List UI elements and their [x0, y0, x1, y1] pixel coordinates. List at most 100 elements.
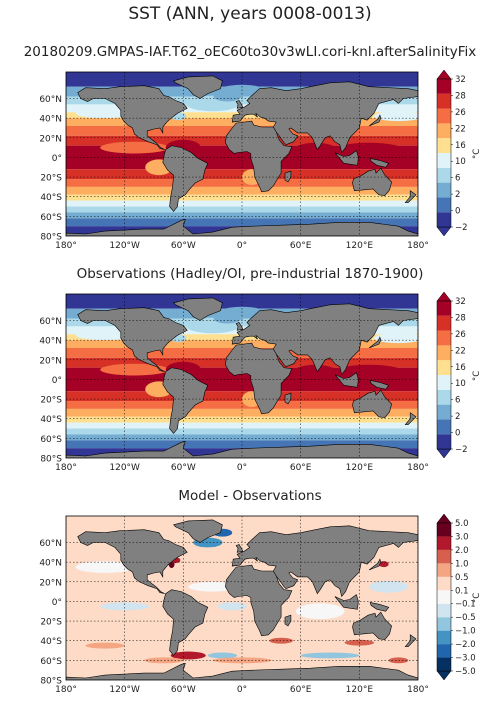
sst-band [66, 179, 418, 187]
sst-band [66, 440, 418, 449]
lon-tick-label: 180° [55, 463, 77, 473]
colorbar-tick-label: 2.0 [455, 546, 469, 556]
colorbar-segment [437, 123, 451, 139]
diff-anomaly-region [388, 657, 409, 664]
sst-band [66, 416, 418, 423]
lon-tick-label: 0° [237, 685, 247, 695]
colorbar-tick-label: 16 [455, 363, 466, 373]
lon-tick-label: 120°W [109, 463, 140, 473]
colorbar-segment [437, 419, 451, 435]
continent-north-america [77, 529, 188, 594]
lon-tick-label: 0° [237, 241, 247, 251]
lat-tick-label: 40°S [40, 415, 62, 425]
colorbar-unit-label: °C [472, 593, 482, 603]
continent-antarctica [66, 662, 418, 680]
colorbar-segment [437, 212, 451, 227]
colorbar-unit-label: °C [472, 371, 482, 381]
continent-australia [352, 611, 392, 641]
diff-anomaly-region [295, 603, 345, 620]
sst-anomaly-region [222, 306, 262, 315]
continent-greenland [173, 75, 223, 99]
lon-tick-label: 180° [407, 241, 429, 251]
lon-tick-label: 60°E [290, 685, 312, 695]
sst-band [66, 408, 418, 417]
continent-antarctica [66, 218, 418, 236]
colorbar-tick-label: 0.1 [455, 586, 469, 596]
colorbar-segment [437, 182, 451, 198]
lat-tick-label: 20°S [40, 396, 62, 406]
colorbar-segment [437, 630, 451, 645]
continent-north-america [77, 85, 188, 150]
colorbar-segment [437, 404, 451, 420]
colorbar-segment [437, 617, 451, 631]
continent-madagascar [284, 392, 292, 405]
colorbar-segment [437, 389, 451, 405]
colorbar-segment [437, 576, 451, 591]
lat-tick-label: 60°S [40, 657, 62, 667]
continent-eurasia [231, 525, 418, 598]
sst-band [66, 422, 418, 429]
continent-madagascar [284, 170, 292, 183]
colorbar-segment [437, 375, 451, 390]
sst-anomaly-region [100, 141, 169, 154]
lat-tick-label: 0° [52, 598, 62, 608]
lon-tick-label: 0° [237, 463, 247, 473]
lat-tick-label: 40°N [39, 559, 62, 569]
colorbar-tick-label: 28 [455, 91, 466, 101]
colorbar-tick-label: 5.0 [455, 519, 469, 529]
colorbar-tick-label: 10 [455, 379, 466, 389]
continent-greenland [173, 519, 223, 543]
lon-tick-label: 120°W [109, 685, 140, 695]
sst-band [66, 401, 418, 409]
colorbar-tick-label: 26 [455, 108, 466, 118]
sst-band [66, 186, 418, 195]
lon-tick-label: 120°E [346, 241, 374, 251]
colorbar-tick-label: 16 [455, 141, 466, 151]
sst-anomaly-region [290, 142, 340, 163]
colorbar-segment [437, 93, 451, 109]
panel-1-title: 20180209.GMPAS-IAF.T62_oEC60to30v3wLI.co… [23, 44, 477, 60]
colorbar-max-extend [436, 513, 452, 524]
sst-band [66, 434, 418, 441]
lat-tick-label: 60°S [40, 435, 62, 445]
lat-tick-label: 40°S [40, 637, 62, 647]
sst-anomaly-region [290, 364, 340, 385]
colorbar-segment [437, 523, 451, 537]
continent-australia [352, 167, 392, 197]
continent-greenland [173, 297, 223, 321]
sst-anomaly-region [222, 84, 262, 93]
sst-anomaly-region [374, 333, 418, 344]
lon-tick-label: 180° [55, 685, 77, 695]
lon-tick-label: 60°W [171, 241, 196, 251]
lon-tick-label: 60°W [171, 463, 196, 473]
continent-eurasia [231, 81, 418, 154]
lon-tick-label: 60°E [290, 241, 312, 251]
lat-tick-label: 60°N [39, 539, 62, 549]
lat-tick-label: 20°S [40, 618, 62, 628]
lon-tick-label: 120°E [346, 685, 374, 695]
colorbar-tick-label: −0.5 [455, 613, 476, 623]
diff-anomaly-region [144, 657, 184, 664]
sst-anomaly-region [213, 91, 242, 102]
colorbar-segment [437, 197, 451, 213]
continent-new-guinea [369, 158, 390, 168]
diff-anomaly-region [100, 602, 150, 611]
diff-anomaly-region [207, 652, 238, 659]
colorbar-segment [437, 549, 451, 564]
colorbar-tick-label: 6 [455, 174, 460, 184]
colorbar-segment [437, 590, 451, 604]
lon-tick-label: 60°E [290, 463, 312, 473]
sst-anomaly-region [75, 108, 135, 119]
lat-tick-label: 20°S [40, 174, 62, 184]
sst-anomaly-region [213, 313, 242, 324]
continent-eurasia [231, 303, 418, 376]
colorbar-tick-label: 26 [455, 330, 466, 340]
colorbar-tick-label: 32 [455, 75, 466, 85]
panel-3-title: Model - Observations [178, 488, 322, 504]
colorbar-min-extend [436, 670, 452, 681]
lat-tick-label: 60°N [39, 317, 62, 327]
continent-japan [368, 558, 382, 571]
continent-uk [235, 544, 244, 553]
sst-anomaly-region [374, 111, 418, 122]
colorbar-unit-label: °C [472, 149, 482, 159]
